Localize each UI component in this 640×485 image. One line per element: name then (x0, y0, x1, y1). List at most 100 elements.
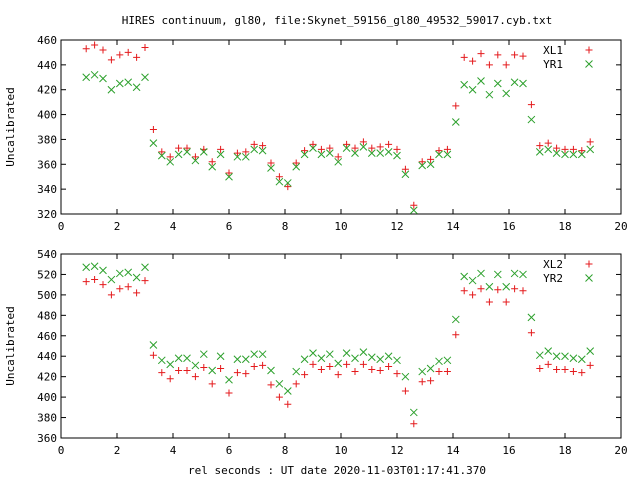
data-point (242, 148, 250, 156)
data-point (208, 162, 217, 171)
data-point (577, 150, 586, 159)
data-point (199, 350, 208, 359)
data-point (250, 350, 259, 359)
y-tick-label: 460 (37, 34, 57, 47)
data-point (443, 368, 451, 376)
data-point (132, 273, 141, 282)
series-XL1 (82, 41, 594, 209)
data-point (493, 79, 502, 88)
data-point (191, 373, 199, 381)
data-point (157, 151, 166, 160)
x-tick-label: 4 (170, 444, 177, 457)
data-point (99, 74, 107, 83)
data-point (553, 366, 561, 374)
y-axis-label: Uncalibrated (4, 306, 17, 385)
data-point (275, 173, 283, 181)
data-point (367, 353, 376, 362)
x-tick-label: 10 (334, 444, 347, 457)
data-point (200, 363, 208, 371)
data-point (367, 149, 376, 157)
data-point (133, 53, 141, 61)
data-point (544, 139, 552, 147)
data-point (359, 348, 368, 356)
data-point (133, 289, 141, 297)
data-point (435, 368, 443, 376)
data-point (443, 150, 452, 159)
x-tick-label: 18 (558, 220, 571, 233)
data-point (191, 156, 200, 165)
data-point (284, 400, 292, 408)
data-point (577, 355, 586, 364)
data-point (124, 78, 133, 87)
data-point (301, 147, 309, 155)
data-point (217, 364, 225, 372)
data-point (317, 354, 326, 363)
data-point (82, 278, 90, 286)
data-point (317, 366, 325, 374)
data-point (107, 56, 115, 64)
data-point (418, 367, 427, 376)
data-point (149, 139, 158, 148)
data-point (469, 291, 477, 299)
data-point (259, 361, 267, 369)
data-point (141, 43, 149, 51)
data-point (107, 275, 116, 284)
data-point (435, 147, 443, 155)
data-point (259, 142, 267, 150)
x-tick-label: 2 (114, 220, 121, 233)
data-point (409, 206, 418, 215)
data-point (300, 355, 309, 364)
y-tick-label: 360 (37, 158, 57, 171)
data-point (174, 150, 183, 159)
data-point (502, 298, 510, 306)
data-point (342, 349, 351, 358)
x-tick-label: 10 (334, 220, 347, 233)
data-point (460, 272, 469, 281)
data-point (376, 149, 385, 157)
data-point (334, 153, 342, 161)
data-point (158, 148, 166, 156)
data-point (241, 152, 250, 161)
data-point (216, 150, 225, 159)
data-point (191, 153, 199, 161)
data-point (275, 393, 283, 401)
data-point (317, 150, 326, 159)
legend-marker (585, 274, 593, 282)
data-point (309, 140, 317, 148)
data-point (166, 157, 175, 166)
data-point (401, 372, 410, 381)
data-point (233, 152, 242, 161)
data-point (166, 360, 175, 369)
data-point (536, 364, 544, 372)
data-point (158, 369, 166, 377)
data-point (343, 140, 351, 148)
y-tick-label: 420 (37, 84, 57, 97)
x-tick-label: 12 (390, 444, 403, 457)
data-point (325, 350, 334, 359)
x-tick-label: 14 (446, 220, 460, 233)
data-point (359, 143, 368, 151)
data-point (275, 379, 284, 388)
x-tick-label: 8 (282, 220, 289, 233)
data-point (393, 370, 401, 378)
data-point (241, 355, 250, 364)
data-point (216, 352, 225, 361)
data-point (267, 164, 275, 172)
data-point (427, 155, 435, 163)
data-point (292, 380, 300, 388)
data-point (544, 360, 552, 368)
data-point (267, 159, 275, 167)
data-point (141, 73, 149, 82)
y-tick-label: 480 (37, 309, 57, 322)
series-YR1 (82, 70, 595, 215)
y-tick-label: 380 (37, 133, 57, 146)
data-point (309, 144, 317, 152)
data-point (258, 350, 267, 359)
data-point (149, 341, 158, 349)
data-point (485, 90, 494, 99)
legend-label: XL2 (543, 258, 563, 271)
data-point (174, 354, 183, 363)
data-point (107, 291, 115, 299)
data-point (511, 285, 519, 293)
data-point (452, 331, 460, 339)
